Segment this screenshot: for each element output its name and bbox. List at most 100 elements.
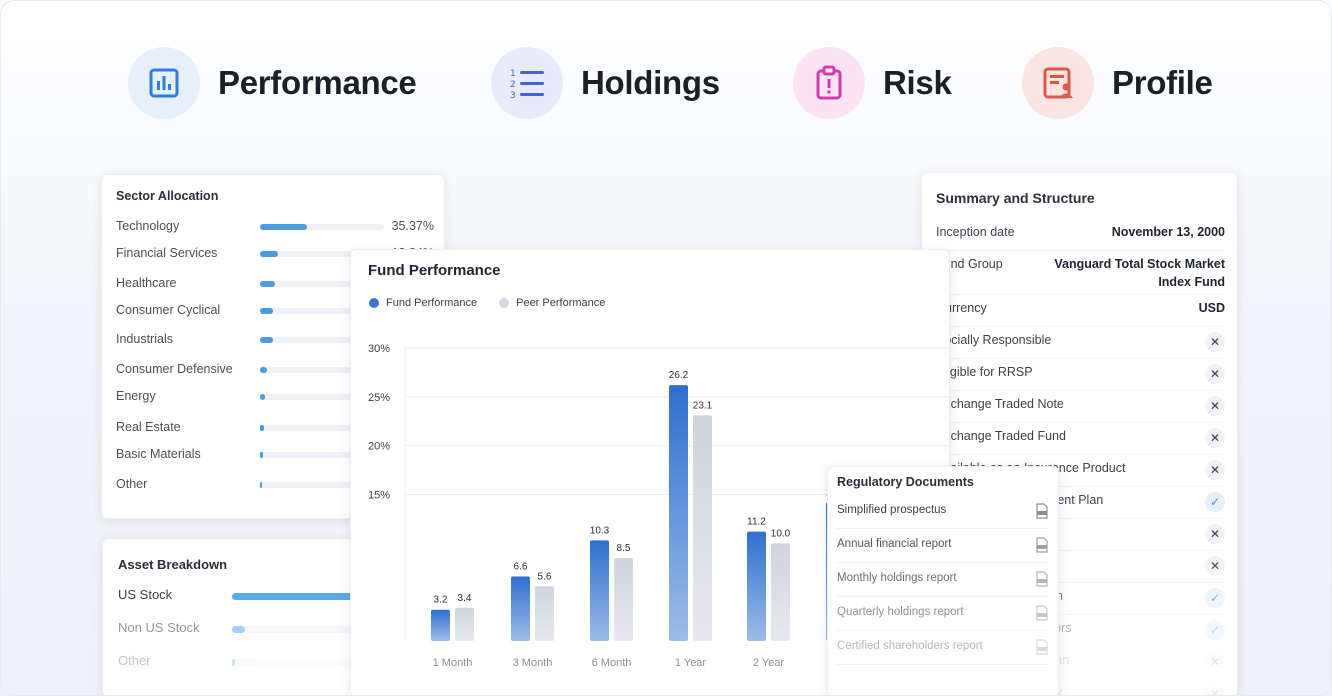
asset-label: US Stock xyxy=(118,587,173,602)
document-link[interactable]: Quarterly holdings report xyxy=(837,606,964,618)
bar-value-label: 23.1 xyxy=(693,400,713,411)
sector-label: Consumer Defensive xyxy=(116,362,233,376)
card-title: Sector Allocation xyxy=(116,189,219,203)
legend-dot xyxy=(369,298,379,308)
sector-bar-track xyxy=(260,224,384,230)
bar-value-label: 8.5 xyxy=(617,543,631,554)
bar-value-label: 3.4 xyxy=(458,593,472,604)
sector-bar-fill xyxy=(260,337,273,343)
card-title: Regulatory Documents xyxy=(837,475,974,489)
x-tick-label: 3 Month xyxy=(513,657,553,669)
close-icon: ✕ xyxy=(1205,364,1225,384)
summary-row: Fund Group Vanguard Total Stock Market In… xyxy=(936,251,1225,295)
document-link[interactable]: Monthly holdings report xyxy=(837,572,957,584)
document-row[interactable]: Quarterly holdings report xyxy=(837,597,1049,631)
peer-bar[interactable] xyxy=(693,415,712,641)
nav-profile[interactable]: Profile xyxy=(1022,47,1213,119)
x-tick-label: 1 Month xyxy=(433,657,473,669)
sector-label: Technology xyxy=(116,219,180,233)
asset-label: Non US Stock xyxy=(118,620,200,635)
sector-label: Basic Materials xyxy=(116,447,201,461)
fund-bar[interactable] xyxy=(747,531,766,641)
sector-bar-track xyxy=(260,251,384,257)
summary-row: Currency USD xyxy=(936,295,1225,327)
sector-bar-fill xyxy=(260,308,274,314)
summary-key: Socially Responsible xyxy=(936,333,1052,347)
document-row[interactable]: Simplified prospectus xyxy=(837,495,1049,529)
fund-bar[interactable] xyxy=(511,576,530,641)
legend-item-peer[interactable]: Peer Performance xyxy=(499,297,605,309)
fund-bar[interactable] xyxy=(590,540,609,641)
sector-row[interactable]: Technology 35.37% xyxy=(116,219,434,235)
y-tick-label: 20% xyxy=(368,441,390,453)
close-icon: ✕ xyxy=(1205,524,1225,544)
peer-bar[interactable] xyxy=(614,557,633,641)
clipboard-alert-icon xyxy=(793,47,865,119)
nav-label: Risk xyxy=(883,64,952,101)
summary-value: Vanguard Total Stock Market Index Fund xyxy=(1054,257,1225,289)
summary-row: Socially Responsible ✕ xyxy=(936,327,1225,359)
document-row[interactable]: Certified shareholders report xyxy=(837,631,1049,665)
bar-value-label: 5.6 xyxy=(538,571,552,582)
summary-row: Exchange Traded Fund ✕ xyxy=(936,423,1225,455)
sector-bar-fill xyxy=(260,425,264,431)
legend-label: Peer Performance xyxy=(516,297,606,309)
sector-bar-track xyxy=(260,337,384,343)
peer-bar[interactable] xyxy=(535,586,554,641)
fund-bar[interactable] xyxy=(669,385,688,641)
document-link[interactable]: Simplified prospectus xyxy=(837,504,947,516)
y-tick-label: 15% xyxy=(368,490,390,502)
x-tick-label: 2 Year xyxy=(753,657,785,669)
nav-performance[interactable]: Performance xyxy=(128,47,417,119)
profile-document-icon xyxy=(1022,47,1094,119)
sector-bar-fill xyxy=(260,452,263,458)
card-title: Summary and Structure xyxy=(936,190,1095,206)
summary-key: Exchange Traded Fund xyxy=(936,429,1066,443)
svg-text:3: 3 xyxy=(510,91,516,100)
pdf-file-icon[interactable] xyxy=(1035,605,1049,621)
legend-label: Fund Performance xyxy=(386,297,478,309)
sector-bar-fill xyxy=(260,224,307,230)
asset-bar-track xyxy=(232,626,394,633)
sector-bar-fill xyxy=(260,367,268,373)
sector-bar-track xyxy=(260,425,384,431)
document-row[interactable]: Annual financial report xyxy=(837,529,1049,563)
summary-row: Exchange Traded Note ✕ xyxy=(936,391,1225,423)
check-icon: ✓ xyxy=(1205,620,1225,640)
document-link[interactable]: Certified shareholders report xyxy=(837,640,983,652)
regulatory-documents-card: Regulatory Documents Simplified prospect… xyxy=(827,466,1059,695)
sector-label: Financial Services xyxy=(116,246,218,260)
pdf-file-icon[interactable] xyxy=(1035,537,1049,553)
sector-bar-track xyxy=(260,452,384,458)
summary-row: Inception date November 13, 2000 xyxy=(936,219,1225,251)
close-icon: ✕ xyxy=(1205,684,1225,695)
nav-risk[interactable]: Risk xyxy=(793,47,952,119)
pdf-file-icon[interactable] xyxy=(1035,503,1049,519)
asset-bar-fill xyxy=(232,593,393,600)
pdf-file-icon[interactable] xyxy=(1035,571,1049,587)
sector-label: Industrials xyxy=(116,332,173,346)
summary-key: Exchange Traded Note xyxy=(936,397,1064,411)
summary-key: Fund Group xyxy=(936,257,1003,271)
summary-value: USD xyxy=(1198,301,1225,315)
peer-bar[interactable] xyxy=(771,543,790,641)
legend-item-fund[interactable]: Fund Performance xyxy=(369,297,477,309)
document-link[interactable]: Annual financial report xyxy=(837,538,952,550)
asset-label: Other xyxy=(118,653,151,668)
bar-value-label: 10.0 xyxy=(771,528,791,539)
summary-value: November 13, 2000 xyxy=(1111,225,1225,239)
peer-bar[interactable] xyxy=(455,607,474,641)
pdf-file-icon[interactable] xyxy=(1035,639,1049,655)
card-title: Fund Performance xyxy=(368,262,501,279)
document-row[interactable]: Monthly holdings report xyxy=(837,563,1049,597)
fund-bar[interactable] xyxy=(431,609,450,641)
sector-bar-track xyxy=(260,482,384,488)
sector-label: Other xyxy=(116,477,148,491)
bar-value-label: 11.2 xyxy=(747,517,766,528)
sector-bar-fill xyxy=(260,251,278,257)
sector-bar-fill xyxy=(260,281,276,287)
